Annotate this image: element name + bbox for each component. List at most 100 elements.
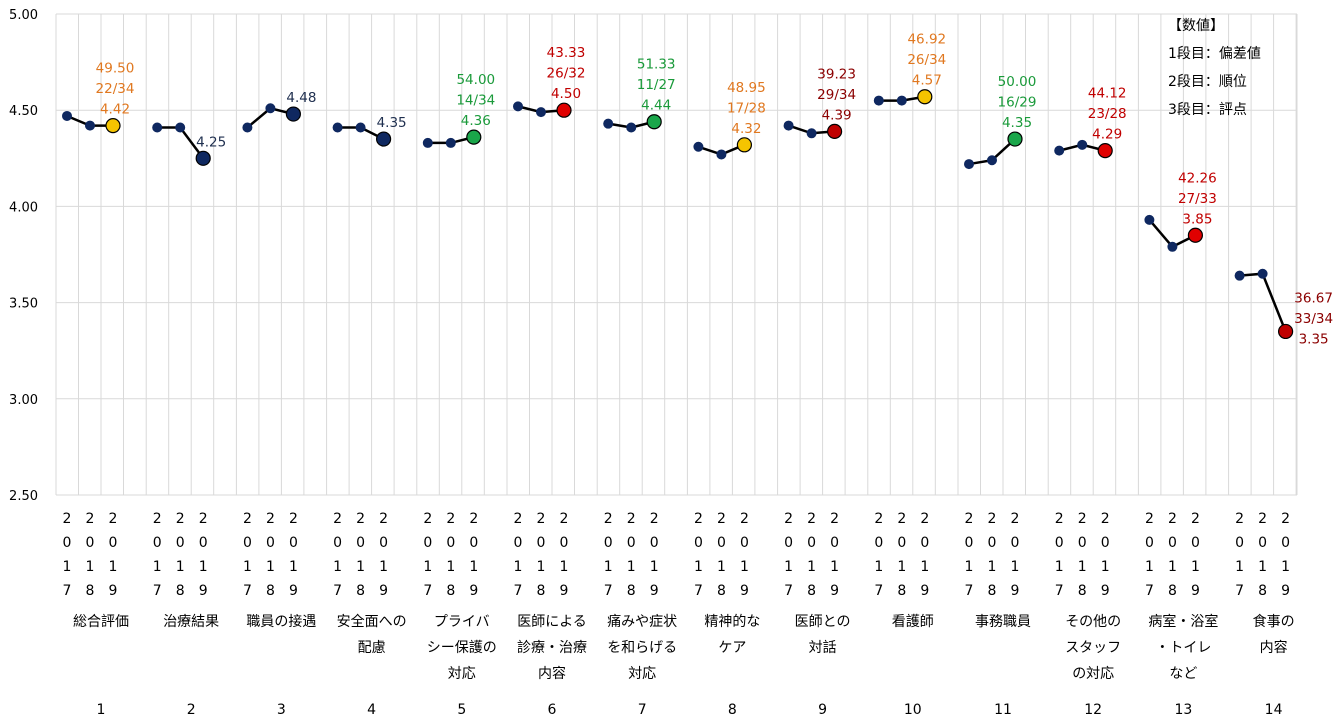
- data-point: [445, 137, 456, 148]
- data-label: 4.35: [377, 115, 407, 131]
- x-tick-label: 2: [109, 511, 118, 527]
- category-label-line: 対応: [628, 666, 657, 682]
- x-tick-label: 1: [514, 559, 523, 575]
- x-tick-label: 9: [1191, 583, 1200, 599]
- y-tick-label: 3.00: [9, 393, 38, 408]
- group-number: 13: [1174, 702, 1193, 718]
- x-tick-label: 7: [604, 583, 613, 599]
- category-label-line: 内容: [538, 666, 566, 682]
- x-tick-label: 1: [1145, 559, 1154, 575]
- x-tick-label: 0: [379, 535, 388, 551]
- category-label-line: 総合評価: [73, 614, 129, 630]
- x-tick-label: 2: [1258, 511, 1267, 527]
- data-label: 4.36: [461, 113, 491, 129]
- category-label: 食事の 内容: [1229, 609, 1319, 661]
- x-tick-label: 0: [537, 535, 546, 551]
- category-label-line: 対応: [447, 666, 476, 682]
- x-tick-label: 2: [243, 511, 252, 527]
- category-label-line: ケア: [718, 640, 747, 656]
- x-tick-label: 9: [1101, 583, 1110, 599]
- data-label: 4.32: [731, 121, 761, 137]
- x-tick-label: 8: [446, 583, 455, 599]
- x-tick-label: 2: [86, 511, 95, 527]
- data-point-latest: [105, 117, 121, 134]
- group-number: 10: [903, 702, 922, 718]
- legend-line-3: 3段目：評点: [1168, 102, 1247, 118]
- x-tick-label: 1: [109, 559, 118, 575]
- x-tick-label: 0: [446, 535, 455, 551]
- x-tick-label: 0: [289, 535, 298, 551]
- data-point: [1144, 214, 1155, 225]
- data-point: [1257, 268, 1268, 279]
- x-tick-label: 0: [423, 535, 432, 551]
- x-tick-label: 7: [874, 583, 883, 599]
- x-tick-label: 0: [627, 535, 636, 551]
- x-tick-label: 7: [63, 583, 72, 599]
- chart-legend: 【数値】 1段目：偏差値 2段目：順位 3段目：評点: [1168, 12, 1261, 124]
- category-label: 事務職員: [958, 609, 1048, 635]
- data-label: 46.92: [907, 32, 946, 48]
- x-tick-label: 1: [988, 559, 997, 575]
- data-point: [783, 120, 794, 131]
- x-tick-label: 1: [920, 559, 929, 575]
- x-tick-label: 0: [86, 535, 95, 551]
- category-label: 医師との 対話: [778, 609, 868, 661]
- data-point: [987, 155, 997, 166]
- data-label: 39.23: [817, 66, 856, 82]
- x-tick-label: 1: [1235, 559, 1244, 575]
- data-point: [152, 122, 163, 133]
- data-label: 54.00: [456, 72, 495, 88]
- legend-title: 【数値】: [1168, 18, 1224, 34]
- x-tick-label: 2: [650, 511, 659, 527]
- x-tick-label: 9: [289, 583, 298, 599]
- y-tick-label: 4.00: [9, 200, 38, 215]
- x-tick-label: 1: [965, 559, 974, 575]
- x-tick-label: 0: [1145, 535, 1154, 551]
- data-label: 33/34: [1294, 311, 1333, 327]
- data-label: 3.85: [1182, 211, 1212, 227]
- category-label: 総合評価: [56, 609, 146, 635]
- x-tick-label: 2: [1168, 511, 1177, 527]
- x-tick-label: 1: [740, 559, 749, 575]
- data-point-latest: [826, 123, 843, 139]
- x-tick-label: 2: [717, 511, 726, 527]
- x-tick-label: 1: [807, 559, 816, 575]
- x-tick-label: 2: [199, 511, 208, 527]
- group-number: 8: [727, 702, 737, 718]
- x-tick-label: 2: [289, 511, 298, 527]
- x-tick-label: 1: [1055, 559, 1064, 575]
- x-tick-label: 1: [560, 559, 569, 575]
- x-tick-label: 8: [356, 583, 365, 599]
- x-tick-label: 9: [1281, 583, 1290, 599]
- category-label-line: 配慮: [357, 640, 386, 656]
- data-label: 4.39: [822, 107, 852, 123]
- x-tick-label: 1: [604, 559, 613, 575]
- category-label: 痛みや症状 を和らげる 対応: [597, 609, 687, 687]
- x-tick-label: 0: [830, 535, 839, 551]
- x-tick-label: 8: [537, 583, 546, 599]
- x-tick-label: 0: [784, 535, 793, 551]
- x-tick-label: 0: [650, 535, 659, 551]
- category-label: 看護師: [868, 609, 958, 635]
- category-label-line: プライバ: [433, 614, 490, 630]
- x-tick-label: 1: [266, 559, 275, 575]
- x-tick-label: 1: [1011, 559, 1020, 575]
- x-tick-label: 8: [176, 583, 185, 599]
- group-number: 14: [1264, 702, 1283, 718]
- x-tick-label: 0: [1101, 535, 1110, 551]
- data-label: 22/34: [96, 81, 135, 97]
- x-tick-label: 7: [694, 583, 703, 599]
- x-tick-label: 0: [469, 535, 478, 551]
- data-point: [242, 122, 253, 133]
- data-point: [716, 149, 727, 160]
- data-point: [873, 95, 884, 106]
- x-tick-label: 2: [1191, 511, 1200, 527]
- x-tick-label: 7: [784, 583, 793, 599]
- x-tick-label: 1: [423, 559, 432, 575]
- x-tick-label: 2: [1281, 511, 1290, 527]
- data-label: 4.29: [1092, 127, 1122, 143]
- data-point: [62, 110, 72, 121]
- x-tick-label: 0: [266, 535, 275, 551]
- x-tick-label: 9: [379, 583, 388, 599]
- data-label: 4.42: [100, 102, 130, 118]
